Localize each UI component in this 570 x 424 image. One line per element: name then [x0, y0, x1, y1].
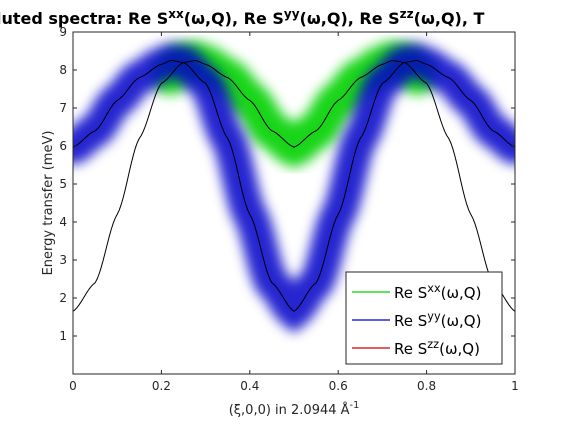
x-tick-label: 0.4 [240, 379, 259, 393]
y-tick-label: 6 [59, 139, 67, 153]
y-tick-label: 8 [59, 63, 67, 77]
x-tick-label: 0.6 [329, 379, 348, 393]
y-tick-label: 4 [59, 215, 67, 229]
y-tick-label: 2 [59, 291, 67, 305]
x-tick-label: 1 [511, 379, 519, 393]
chart-title: luted spectra: Re Sxx(ω,Q), Re Syy(ω,Q),… [0, 7, 485, 28]
y-tick-label: 7 [59, 101, 67, 115]
y-tick-label: 1 [59, 329, 67, 343]
x-tick-label: 0.8 [417, 379, 436, 393]
y-axis-label: Energy transfer (meV) [41, 131, 56, 276]
legend: Re Sxx(ω,Q)Re Syy(ω,Q)Re Szz(ω,Q) [346, 272, 502, 364]
x-tick-label: 0 [69, 379, 77, 393]
x-tick-label: 0.2 [152, 379, 171, 393]
y-tick-label: 5 [59, 177, 67, 191]
x-axis-label: (ξ,0,0) in 2.0944 Å-1 [229, 400, 360, 418]
y-tick-label: 3 [59, 253, 67, 267]
